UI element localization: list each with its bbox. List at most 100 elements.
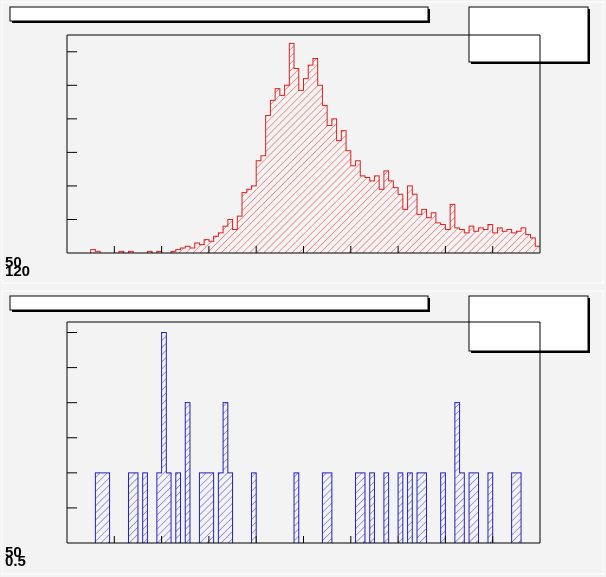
bar [284,85,290,253]
bar [232,229,238,253]
bar [469,472,474,543]
bar [511,472,517,543]
bar [417,472,422,543]
pad-border [1,290,604,575]
bar [289,43,295,254]
bar [407,185,413,253]
bar [492,232,498,253]
bar [270,100,276,254]
bar [525,234,531,253]
bar [199,244,205,253]
bar [346,150,351,253]
bar [185,402,190,543]
bar [454,227,460,253]
bar [128,472,134,543]
corner-label: 50 [5,544,22,561]
bar [412,194,418,253]
bar [327,125,332,253]
bar [369,472,375,543]
bar [535,246,540,253]
bar [421,472,427,543]
bar [483,229,488,253]
bar [223,402,228,543]
bar [440,472,446,543]
corner-label: 50 [5,254,22,271]
bar [369,180,375,253]
stats-box [468,295,589,352]
bar [464,232,470,253]
bar [90,249,96,253]
bar [147,251,153,253]
bar [218,472,224,543]
bar [100,472,105,543]
bar [521,227,526,253]
bar [303,78,309,253]
bar [417,214,422,253]
bar [161,332,167,543]
bar [487,472,493,543]
bar [104,472,110,543]
bar [440,224,446,253]
bar [119,251,124,253]
bar [487,224,493,253]
bar [298,90,304,253]
bar [260,155,266,253]
bar [322,105,328,253]
bar [312,58,318,253]
bar [156,472,162,543]
bar [374,175,380,253]
bar [379,189,384,253]
bar [317,85,323,253]
bar [393,187,399,253]
bar [95,251,101,253]
pad-bottom [1,290,604,575]
pad-border [1,1,604,284]
bar [208,472,214,543]
bar [402,209,408,253]
bar [275,88,280,254]
bar [171,251,176,253]
bar [133,472,138,543]
bar [331,118,337,253]
bar [265,115,271,253]
bar [478,227,484,253]
bar [327,472,332,543]
bar [128,251,134,253]
bar [246,189,252,253]
bar [175,249,181,253]
bar [156,251,162,253]
bar [360,472,365,543]
bar [355,160,361,253]
bar [473,472,479,543]
bar [383,472,389,543]
bar [341,130,347,253]
bar [511,232,517,253]
bar [364,177,370,253]
bar [516,472,522,543]
bar [469,226,474,253]
bar [256,160,261,253]
bar [388,180,394,253]
bar [242,192,247,253]
bar [445,229,451,253]
corner-label: 120 [5,263,30,280]
bar [142,472,148,543]
corner-label: 0.5 [5,553,26,570]
bar [530,237,536,253]
bar [208,241,214,253]
bar [383,170,389,253]
bar [398,472,403,543]
bar [194,242,200,253]
bar [308,65,313,253]
bar [294,68,299,254]
bar [398,194,403,253]
bar [227,472,233,543]
bar [251,472,257,543]
bar [279,95,285,253]
bar [218,232,224,253]
bar [426,217,432,253]
title-box [9,295,429,311]
bar [204,239,209,253]
bar [189,247,195,253]
